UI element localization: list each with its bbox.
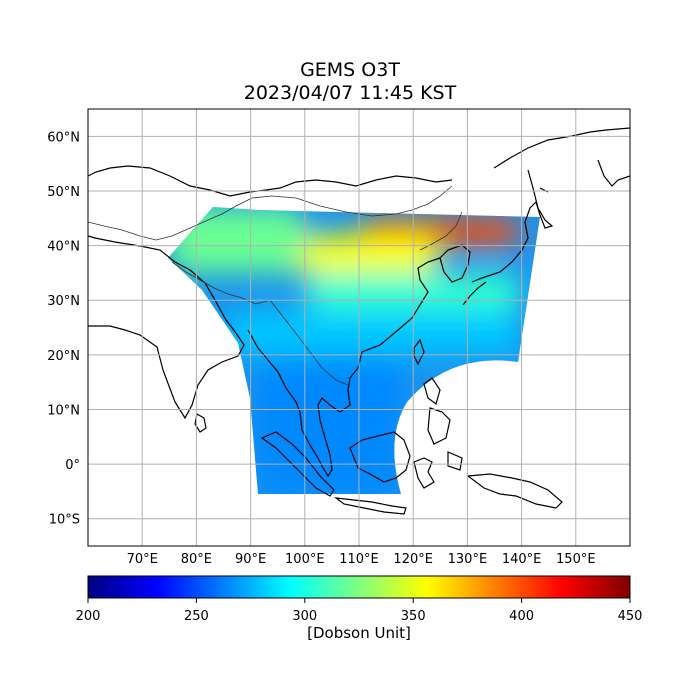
coastline-borneo bbox=[349, 431, 411, 483]
ozone-region-2 bbox=[169, 207, 305, 273]
map-axes-frame bbox=[87, 108, 631, 547]
coastline-korea bbox=[439, 244, 471, 283]
coastline-java bbox=[333, 497, 407, 515]
lon-tick-label: 140°E bbox=[502, 552, 542, 567]
colorbar-tick-label: 300 bbox=[292, 609, 317, 624]
lon-tick-label: 80°E bbox=[181, 552, 212, 567]
colorbar-ticks: 200 250 300 350 400 450 bbox=[76, 598, 643, 624]
coastline-russia-east bbox=[493, 127, 630, 193]
colorbar-tick-label: 450 bbox=[618, 609, 643, 624]
ozone-region-5 bbox=[256, 354, 403, 494]
lat-tick-label: 60°N bbox=[47, 130, 80, 145]
colorbar bbox=[87, 575, 631, 599]
lat-tick-label: 30°N bbox=[47, 294, 80, 309]
country-borders bbox=[88, 185, 463, 387]
border-central-asia bbox=[88, 197, 253, 241]
lat-tick-label: 40°N bbox=[47, 240, 80, 255]
lat-tick-label: 10°N bbox=[47, 403, 80, 418]
colorbar-tick-label: 400 bbox=[509, 609, 534, 624]
lon-tick-label: 70°E bbox=[127, 552, 158, 567]
ozone-region-4 bbox=[223, 311, 522, 355]
lon-tick-label: 120°E bbox=[393, 552, 433, 567]
coastline-sulawesi bbox=[413, 457, 435, 489]
lat-tick-label: 0° bbox=[65, 458, 80, 473]
lon-tick-label: 150°E bbox=[556, 552, 596, 567]
ozone-swath bbox=[168, 207, 540, 494]
coastline-philippines bbox=[423, 377, 463, 471]
lat-tick-label: 10°S bbox=[49, 513, 80, 528]
coastline-sri-lanka bbox=[194, 413, 207, 433]
lat-tick-label: 50°N bbox=[47, 185, 80, 200]
lon-tick-label: 110°E bbox=[339, 552, 379, 567]
colorbar-label: [Dobson Unit] bbox=[307, 624, 411, 642]
lon-tick-label: 100°E bbox=[285, 552, 325, 567]
coastline-new-guinea bbox=[466, 473, 563, 509]
lat-tick-labels: 60°N 50°N 40°N 30°N 20°N 10°N 0° 10°S bbox=[47, 130, 80, 527]
coastlines bbox=[88, 127, 630, 515]
border-se-asia bbox=[269, 299, 351, 387]
coastline-indochina bbox=[247, 257, 441, 478]
colorbar-tick-label: 200 bbox=[76, 609, 101, 624]
lon-tick-labels: 70°E 80°E 90°E 100°E 110°E 120°E 130°E 140°E 150… bbox=[127, 552, 596, 567]
lon-tick-label: 90°E bbox=[235, 552, 266, 567]
lon-tick-label: 130°E bbox=[448, 552, 488, 567]
gridlines bbox=[88, 109, 630, 546]
colorbar-tick-label: 350 bbox=[401, 609, 426, 624]
border-mongolia bbox=[251, 185, 453, 217]
coastline-eurasia-north bbox=[88, 165, 453, 197]
coastline-sumatra bbox=[260, 431, 335, 497]
coastline-india bbox=[88, 235, 245, 420]
chart-title: GEMS O3T bbox=[300, 59, 400, 81]
lat-tick-label: 20°N bbox=[47, 349, 80, 364]
colorbar-tick-label: 250 bbox=[184, 609, 209, 624]
border-himalaya bbox=[171, 261, 271, 305]
chart-subtitle: 2023/04/07 11:45 KST bbox=[243, 82, 457, 104]
